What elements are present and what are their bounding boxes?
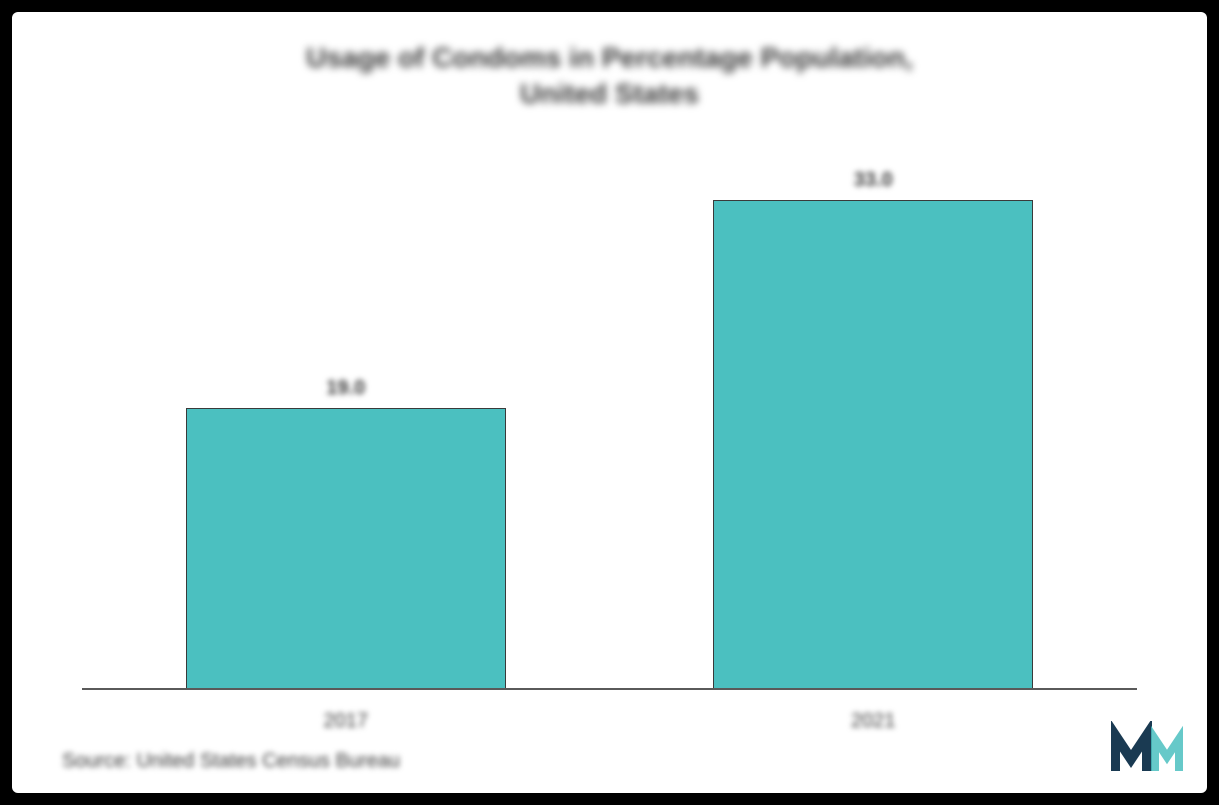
chart-card: Usage of Condoms in Percentage Populatio…: [12, 12, 1207, 793]
bar-0: [186, 408, 506, 690]
bars-container: 19.0 33.0: [82, 133, 1137, 690]
title-line-2: United States: [520, 78, 699, 109]
bar-1: [713, 200, 1033, 690]
brand-logo: [1111, 721, 1189, 779]
x-axis-line: [82, 688, 1137, 690]
bar-value-label-1: 33.0: [854, 169, 893, 192]
x-label-1: 2021: [662, 698, 1084, 738]
chart-plot-area: 19.0 33.0 2017 2021: [82, 133, 1137, 738]
title-line-1: Usage of Condoms in Percentage Populatio…: [306, 42, 913, 73]
x-label-0: 2017: [135, 698, 557, 738]
x-axis-labels: 2017 2021: [82, 698, 1137, 738]
bar-column-1: 33.0: [662, 169, 1084, 690]
bar-column-0: 19.0: [135, 377, 557, 690]
bar-value-label-0: 19.0: [326, 377, 365, 400]
chart-title: Usage of Condoms in Percentage Populatio…: [52, 40, 1167, 113]
source-attribution: Source: United States Census Bureau: [62, 750, 1167, 773]
